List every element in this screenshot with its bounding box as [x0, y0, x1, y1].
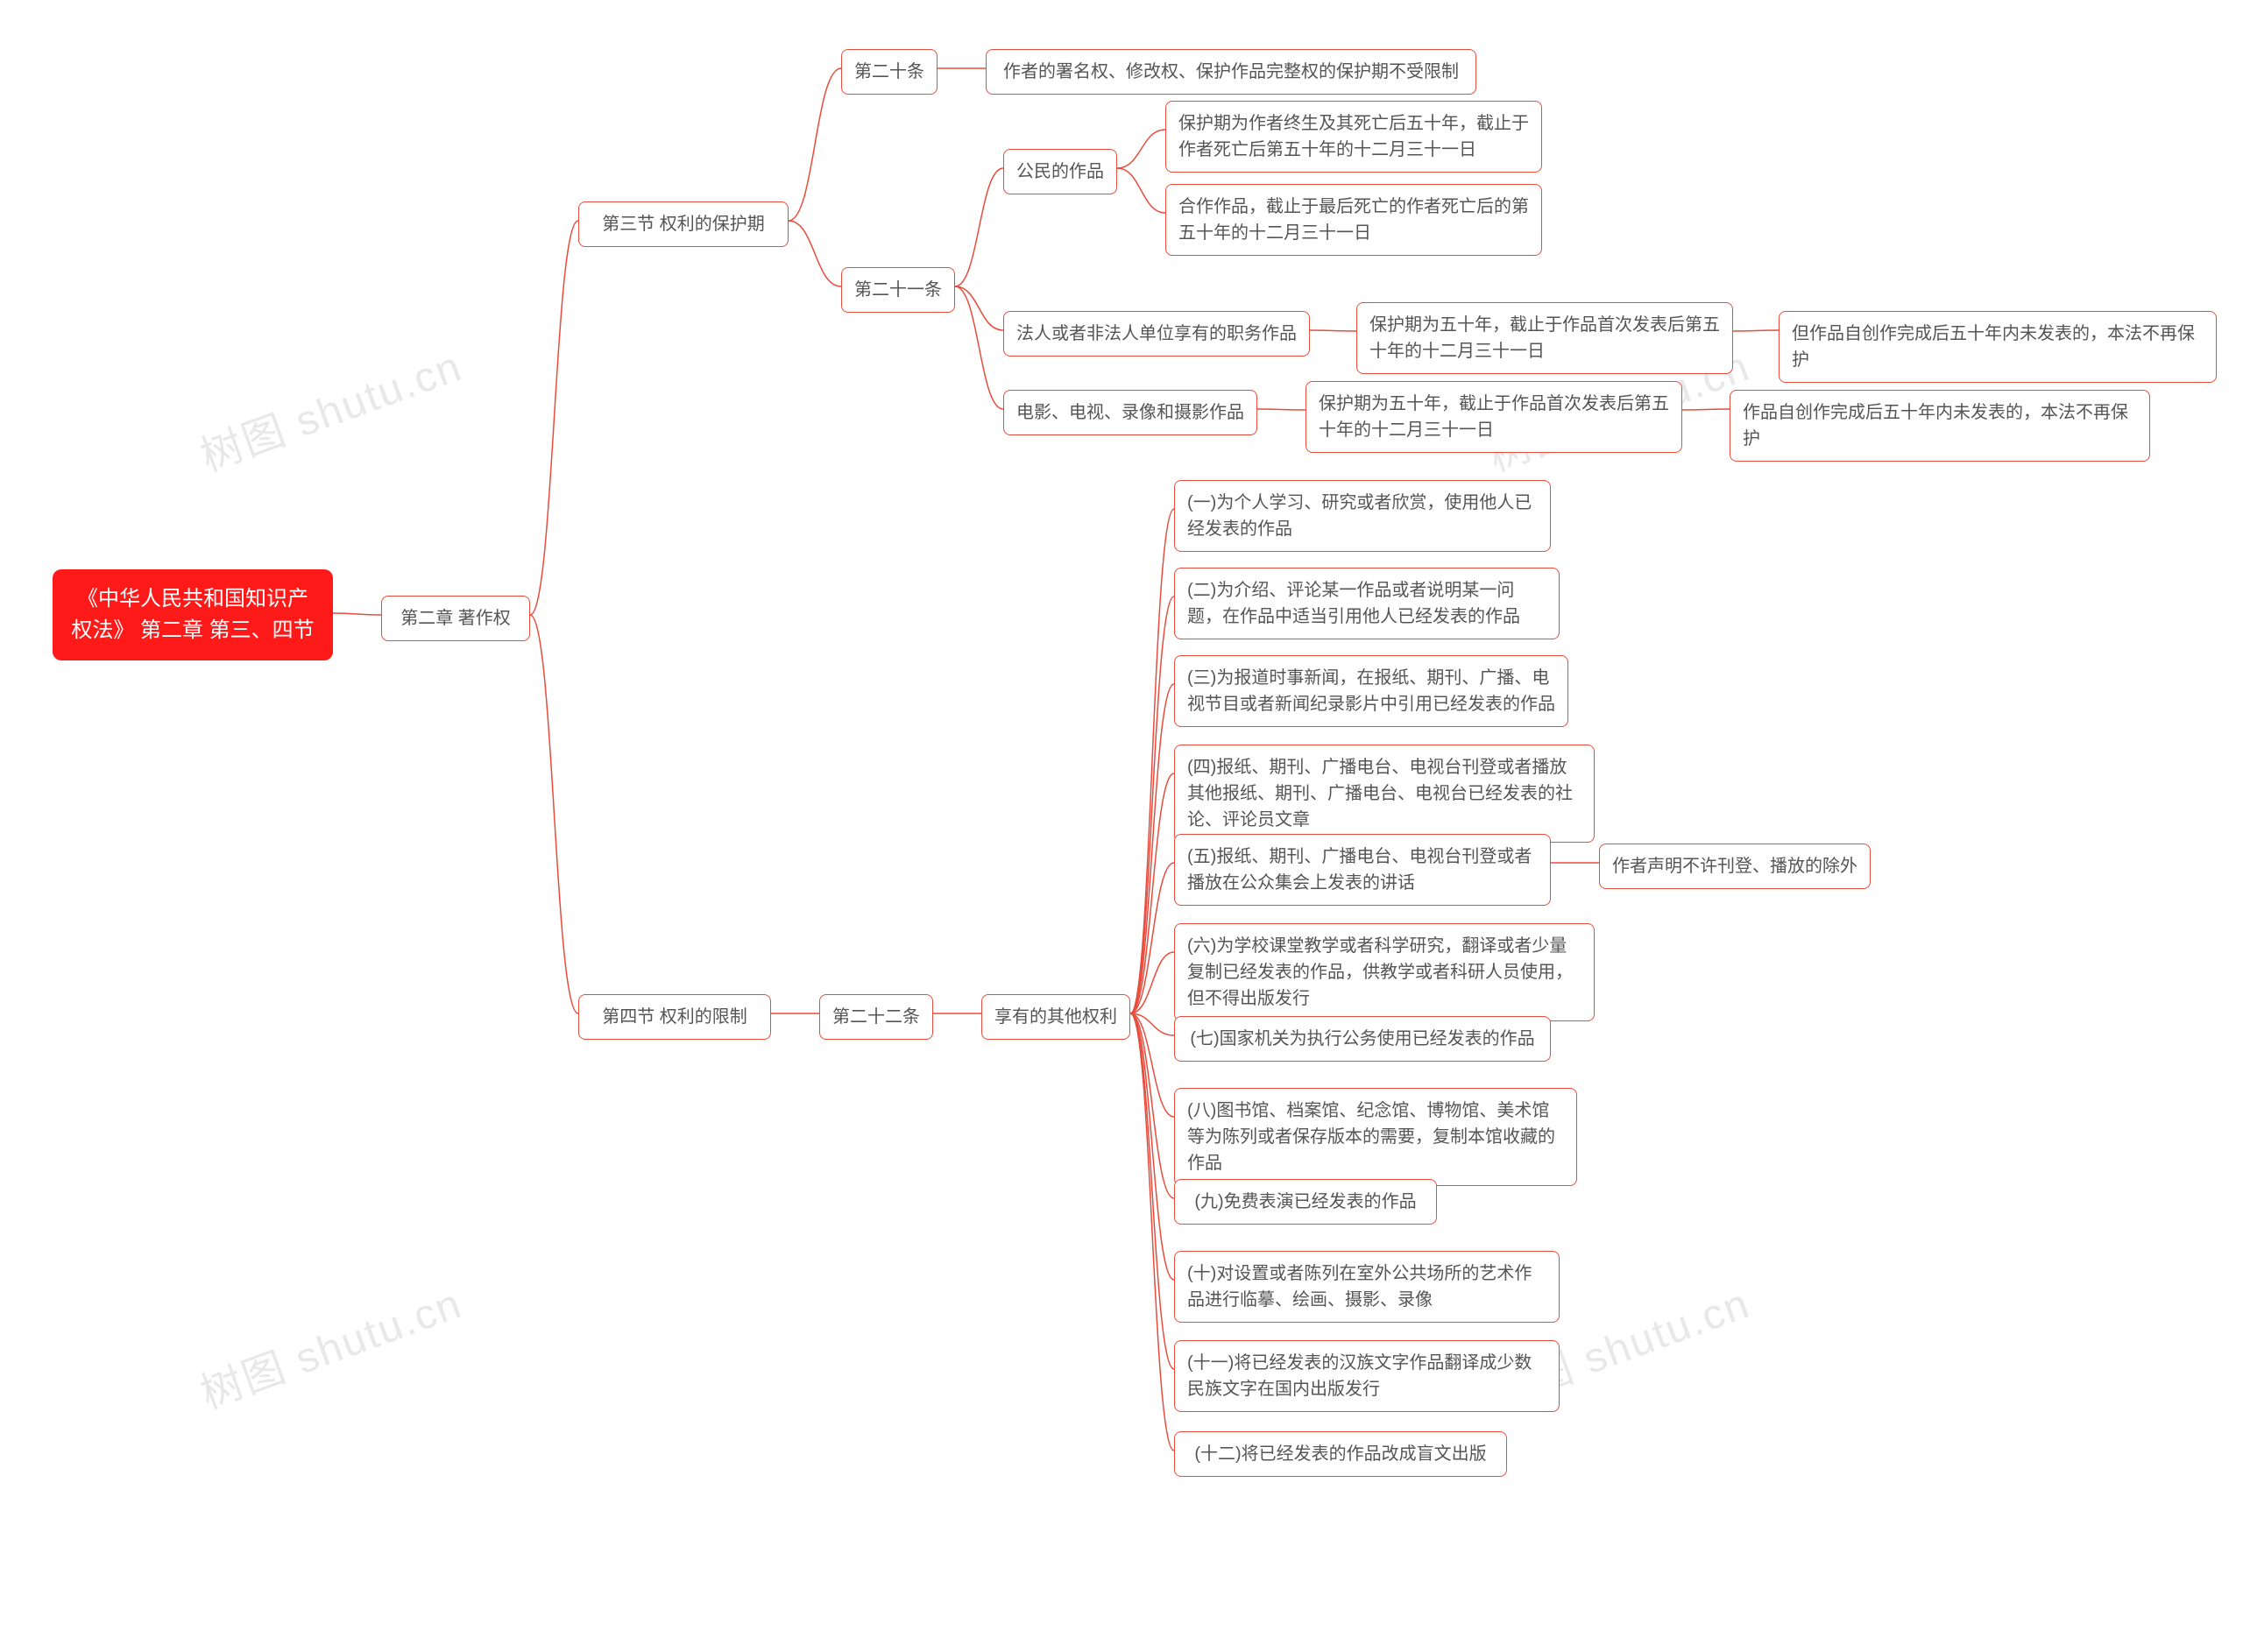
mindmap-node-n5[interactable]: 第二十一条: [841, 267, 955, 313]
mindmap-node-n10[interactable]: 电影、电视、录像和摄影作品: [1003, 390, 1257, 435]
connector: [1130, 1013, 1174, 1198]
mindmap-node-n16[interactable]: 作品自创作完成后五十年内未发表的，本法不再保护: [1730, 390, 2150, 462]
mindmap-node-n12[interactable]: 合作作品，截止于最后死亡的作者死亡后的第五十年的十二月三十一日: [1165, 184, 1542, 256]
mindmap-node-r6[interactable]: (六)为学校课堂教学或者科学研究，翻译或者少量复制已经发表的作品，供教学或者科研…: [1174, 923, 1595, 1021]
mindmap-node-n7[interactable]: 作者的署名权、修改权、保护作品完整权的保护期不受限制: [986, 49, 1476, 95]
connector: [1130, 952, 1174, 1013]
mindmap-node-r4[interactable]: (四)报纸、期刊、广播电台、电视台刊登或者播放其他报纸、期刊、广播电台、电视台已…: [1174, 745, 1595, 843]
connector: [955, 286, 1003, 330]
mindmap-node-root[interactable]: 《中华人民共和国知识产权法》 第二章 第三、四节: [53, 569, 333, 660]
mindmap-node-r10[interactable]: (十)对设置或者陈列在室外公共场所的艺术作品进行临摹、绘画、摄影、录像: [1174, 1251, 1560, 1323]
mindmap-node-r9[interactable]: (九)免费表演已经发表的作品: [1174, 1179, 1437, 1225]
connector: [1117, 168, 1165, 213]
connector: [789, 68, 841, 221]
connector: [1733, 330, 1779, 331]
mindmap-node-n1[interactable]: 第二章 著作权: [381, 596, 530, 641]
mindmap-node-n6[interactable]: 第二十二条: [819, 994, 933, 1040]
connector: [1130, 1013, 1174, 1280]
connector: [1257, 409, 1305, 410]
connector: [1130, 1013, 1174, 1451]
mindmap-node-r1[interactable]: (一)为个人学习、研究或者欣赏，使用他人已经发表的作品: [1174, 480, 1551, 552]
connector-layer: [0, 0, 2243, 1652]
connector: [1130, 863, 1174, 1013]
mindmap-node-n11[interactable]: 保护期为作者终生及其死亡后五十年，截止于作者死亡后第五十年的十二月三十一日: [1165, 101, 1542, 173]
connector: [1130, 1013, 1174, 1035]
mindmap-node-n13[interactable]: 保护期为五十年，截止于作品首次发表后第五十年的十二月三十一日: [1356, 302, 1733, 374]
mindmap-node-n4[interactable]: 第二十条: [841, 49, 938, 95]
mindmap-node-n15[interactable]: 但作品自创作完成后五十年内未发表的，本法不再保护: [1779, 311, 2217, 383]
mindmap-node-r7[interactable]: (七)国家机关为执行公务使用已经发表的作品: [1174, 1016, 1551, 1062]
mindmap-node-n8[interactable]: 公民的作品: [1003, 149, 1117, 194]
mindmap-node-n14[interactable]: 保护期为五十年，截止于作品首次发表后第五十年的十二月三十一日: [1305, 381, 1682, 453]
mindmap-node-n9[interactable]: 法人或者非法人单位享有的职务作品: [1003, 311, 1310, 357]
mindmap-node-r12[interactable]: (十二)将已经发表的作品改成盲文出版: [1174, 1431, 1507, 1477]
mindmap-node-r11[interactable]: (十一)将已经发表的汉族文字作品翻译成少数民族文字在国内出版发行: [1174, 1340, 1560, 1412]
connector: [530, 615, 578, 1013]
connector: [955, 168, 1003, 286]
mindmap-node-r8[interactable]: (八)图书馆、档案馆、纪念馆、博物馆、美术馆等为陈列或者保存版本的需要，复制本馆…: [1174, 1088, 1577, 1186]
connector: [789, 221, 841, 286]
connector: [955, 286, 1003, 409]
connector: [1130, 509, 1174, 1013]
watermark: 树图 shutu.cn: [190, 332, 469, 484]
connector: [1682, 409, 1730, 410]
mindmap-node-r2[interactable]: (二)为介绍、评论某一作品或者说明某一问题，在作品中适当引用他人已经发表的作品: [1174, 568, 1560, 639]
mindmap-node-n17[interactable]: 享有的其他权利: [981, 994, 1130, 1040]
watermark: 树图 shutu.cn: [190, 1269, 469, 1421]
connector: [1130, 1013, 1174, 1117]
mindmap-node-r3[interactable]: (三)为报道时事新闻，在报纸、期刊、广播、电视节目或者新闻纪录影片中引用已经发表…: [1174, 655, 1568, 727]
connector: [1130, 1013, 1174, 1369]
connector: [333, 613, 381, 615]
connector: [1310, 330, 1356, 331]
mindmap-node-r5a[interactable]: 作者声明不许刊登、播放的除外: [1599, 844, 1871, 889]
connector: [530, 221, 578, 615]
mindmap-node-n2[interactable]: 第三节 权利的保护期: [578, 201, 789, 247]
connector: [1130, 597, 1174, 1013]
connector: [1117, 130, 1165, 168]
connector: [1130, 773, 1174, 1013]
mindmap-node-r5[interactable]: (五)报纸、期刊、广播电台、电视台刊登或者播放在公众集会上发表的讲话: [1174, 834, 1551, 906]
connector: [1130, 684, 1174, 1013]
mindmap-node-n3[interactable]: 第四节 权利的限制: [578, 994, 771, 1040]
